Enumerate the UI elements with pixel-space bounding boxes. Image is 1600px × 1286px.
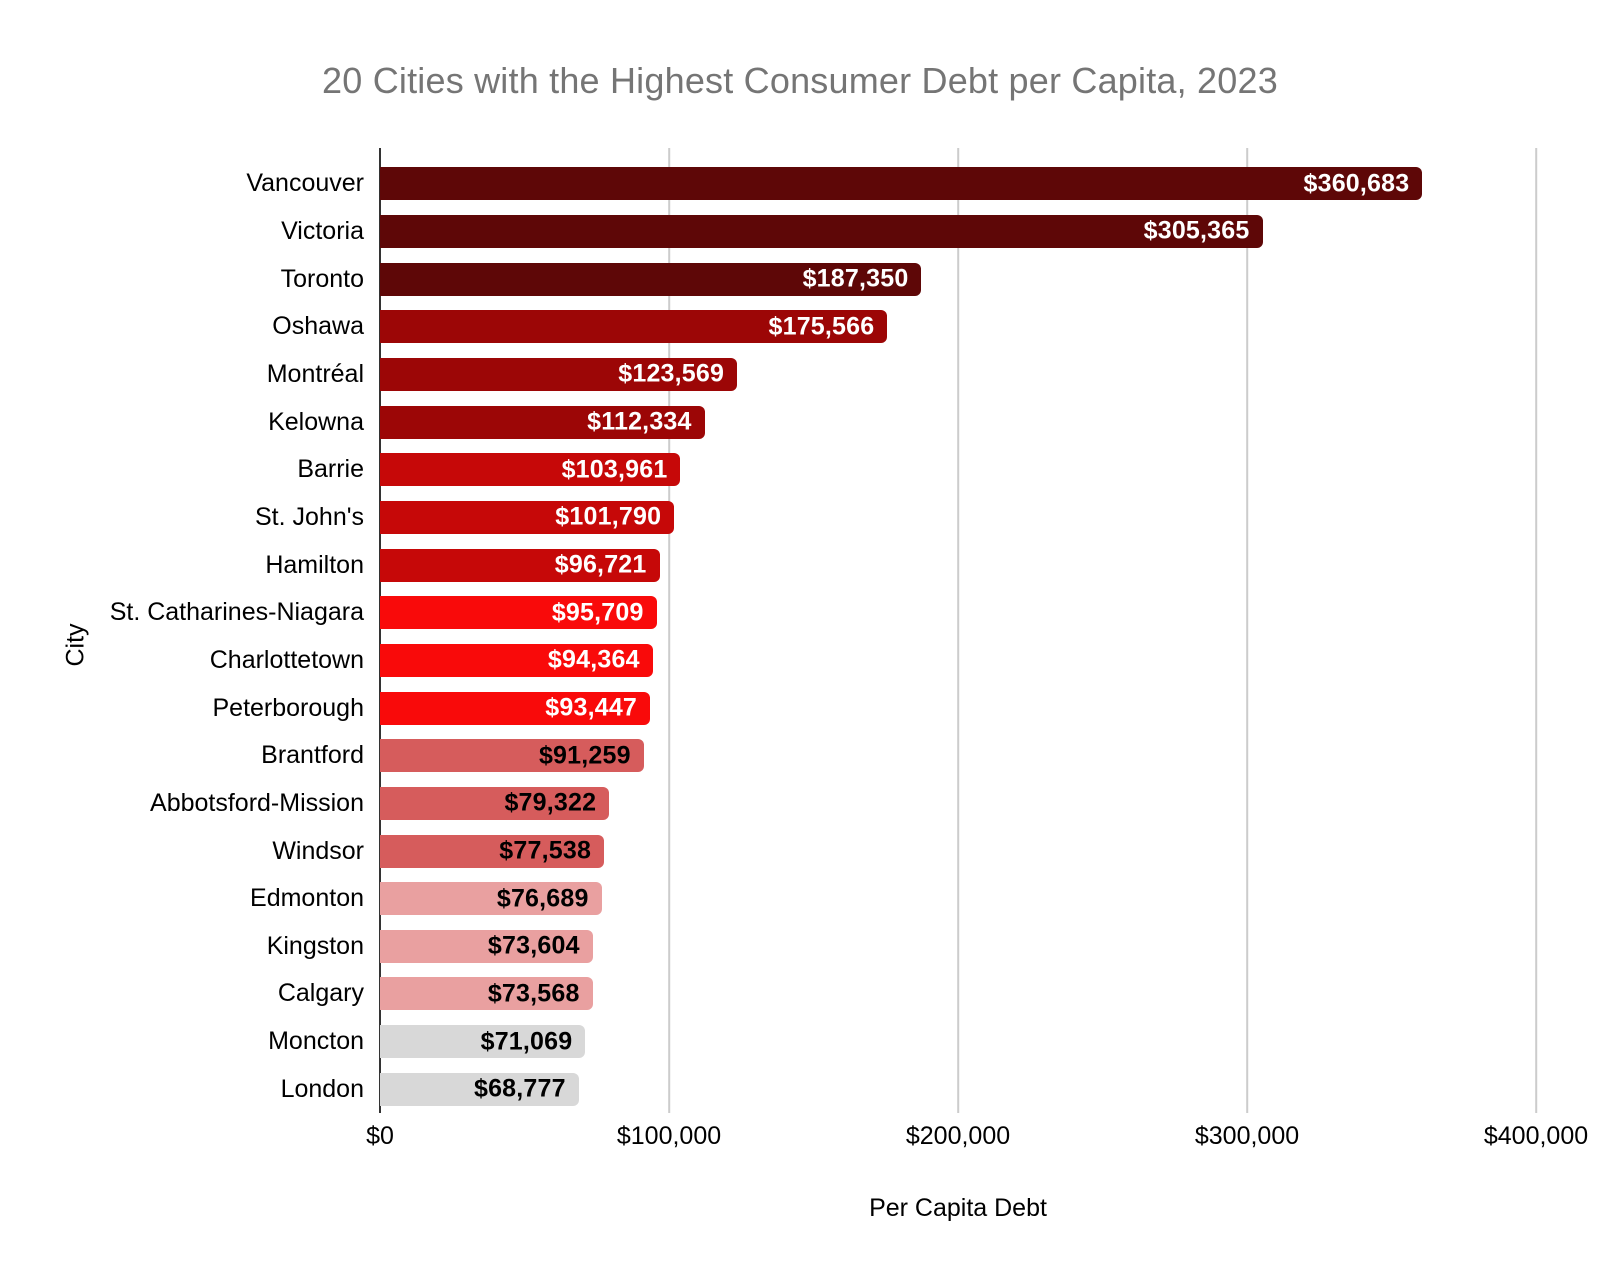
bar-kelowna[interactable]: $112,334 <box>380 405 705 439</box>
x-tick-label: $100,000 <box>616 1122 722 1150</box>
x-axis-title: Per Capita Debt <box>869 1194 1047 1222</box>
bar-row-brantford: $91,259 <box>380 732 1536 780</box>
value-label: $91,259 <box>538 741 631 770</box>
x-tick-label: $400,000 <box>1483 1122 1589 1150</box>
bar-row-st-catharines-niagara: $95,709 <box>380 589 1536 637</box>
bar-montr-al[interactable]: $123,569 <box>380 357 738 391</box>
value-label: $71,069 <box>480 1027 573 1056</box>
gridline-100000 <box>668 148 670 1113</box>
value-label: $112,334 <box>587 407 692 436</box>
category-label-moncton: Moncton <box>268 1027 364 1056</box>
category-label-windsor: Windsor <box>272 836 364 865</box>
bar-oshawa[interactable]: $175,566 <box>380 310 888 344</box>
category-label-oshawa: Oshawa <box>272 312 364 341</box>
value-label: $123,569 <box>618 359 725 388</box>
category-axis-labels: Vancouver Victoria Toronto Oshawa Montréal Ke… <box>0 160 364 1113</box>
bar-row-calgary: $73,568 <box>380 970 1536 1018</box>
gridline-200000 <box>957 148 959 1113</box>
bar-row-moncton: $71,069 <box>380 1018 1536 1066</box>
value-label: $68,777 <box>473 1074 566 1103</box>
y-axis-baseline <box>379 148 381 1113</box>
bar-windsor[interactable]: $77,538 <box>380 834 605 868</box>
category-label-vancouver: Vancouver <box>246 169 364 198</box>
plot-area: $360,683 $305,365 $187,350 $175,566 $123,569… <box>379 148 1537 1113</box>
bars-layer: $360,683 $305,365 $187,350 $175,566 $123,569… <box>380 160 1536 1113</box>
bar-row-peterborough: $93,447 <box>380 684 1536 732</box>
bar-kingston[interactable]: $73,604 <box>380 929 593 963</box>
category-label-toronto: Toronto <box>280 264 364 293</box>
bar-st-catharines-niagara[interactable]: $95,709 <box>380 596 657 630</box>
bar-row-abbotsford-mission: $79,322 <box>380 780 1536 828</box>
value-label: $94,364 <box>547 645 640 674</box>
value-label: $77,538 <box>499 836 592 865</box>
bar-edmonton[interactable]: $76,689 <box>380 882 602 916</box>
bar-moncton[interactable]: $71,069 <box>380 1025 586 1059</box>
category-label-abbotsford-mission: Abbotsford-Mission <box>150 788 364 817</box>
value-label: $305,365 <box>1143 216 1250 245</box>
x-axis-tick-labels: $0 $100,000 $200,000 $300,000 $400,000 <box>366 1122 1588 1156</box>
bar-calgary[interactable]: $73,568 <box>380 977 593 1011</box>
bar-row-hamilton: $96,721 <box>380 541 1536 589</box>
bar-row-montr-al: $123,569 <box>380 351 1536 399</box>
bar-row-windsor: $77,538 <box>380 827 1536 875</box>
value-label: $79,322 <box>504 788 597 817</box>
chart-title: 20 Cities with the Highest Consumer Debt… <box>322 60 1278 101</box>
bar-toronto[interactable]: $187,350 <box>380 262 922 296</box>
bar-row-victoria: $305,365 <box>380 208 1536 256</box>
value-label: $360,683 <box>1303 169 1410 198</box>
gridline-400000 <box>1535 148 1537 1113</box>
value-label: $73,568 <box>487 979 580 1008</box>
bar-brantford[interactable]: $91,259 <box>380 739 644 773</box>
bar-london[interactable]: $68,777 <box>380 1072 579 1106</box>
bar-victoria[interactable]: $305,365 <box>380 214 1263 248</box>
gridlines <box>379 148 1537 1113</box>
bar-row-edmonton: $76,689 <box>380 875 1536 923</box>
bar-row-vancouver: $360,683 <box>380 160 1536 208</box>
bar-row-toronto: $187,350 <box>380 255 1536 303</box>
category-label-peterborough: Peterborough <box>212 693 364 722</box>
category-label-st-john-s: St. John's <box>255 502 364 531</box>
value-label: $103,961 <box>561 455 668 484</box>
x-tick-label: $300,000 <box>1194 1122 1300 1150</box>
value-label: $73,604 <box>487 931 580 960</box>
bar-st-john-s[interactable]: $101,790 <box>380 500 675 534</box>
bar-abbotsford-mission[interactable]: $79,322 <box>380 786 610 820</box>
bar-row-charlottetown: $94,364 <box>380 637 1536 685</box>
value-label: $76,689 <box>496 884 589 913</box>
value-label: $93,447 <box>545 693 638 722</box>
bar-barrie[interactable]: $103,961 <box>380 453 681 487</box>
value-label: $95,709 <box>551 598 644 627</box>
category-label-calgary: Calgary <box>277 979 364 1008</box>
bar-hamilton[interactable]: $96,721 <box>380 548 660 582</box>
category-label-kelowna: Kelowna <box>268 407 364 436</box>
category-label-charlottetown: Charlottetown <box>209 645 364 674</box>
bar-charlottetown[interactable]: $94,364 <box>380 643 653 677</box>
gridline-300000 <box>1246 148 1248 1113</box>
category-label-hamilton: Hamilton <box>265 550 364 579</box>
value-label: $101,790 <box>555 502 662 531</box>
bar-row-kelowna: $112,334 <box>380 398 1536 446</box>
x-tick-label: $200,000 <box>905 1122 1011 1150</box>
category-label-edmonton: Edmonton <box>250 884 364 913</box>
category-label-montr-al: Montréal <box>266 359 364 388</box>
category-label-kingston: Kingston <box>266 931 364 960</box>
value-label: $96,721 <box>554 550 647 579</box>
bar-peterborough[interactable]: $93,447 <box>380 691 651 725</box>
category-label-brantford: Brantford <box>261 741 364 770</box>
category-label-barrie: Barrie <box>297 455 364 484</box>
bar-row-london: $68,777 <box>380 1065 1536 1113</box>
category-label-victoria: Victoria <box>281 216 364 245</box>
bar-row-oshawa: $175,566 <box>380 303 1536 351</box>
bar-row-kingston: $73,604 <box>380 923 1536 971</box>
bar-row-barrie: $103,961 <box>380 446 1536 494</box>
x-tick-label: $0 <box>366 1122 394 1150</box>
bar-vancouver[interactable]: $360,683 <box>380 167 1423 201</box>
category-label-st-catharines-niagara: St. Catharines-Niagara <box>109 598 364 627</box>
category-label-london: London <box>280 1074 364 1103</box>
bar-row-st-john-s: $101,790 <box>380 494 1536 542</box>
value-label: $175,566 <box>768 312 875 341</box>
value-label: $187,350 <box>802 264 909 293</box>
